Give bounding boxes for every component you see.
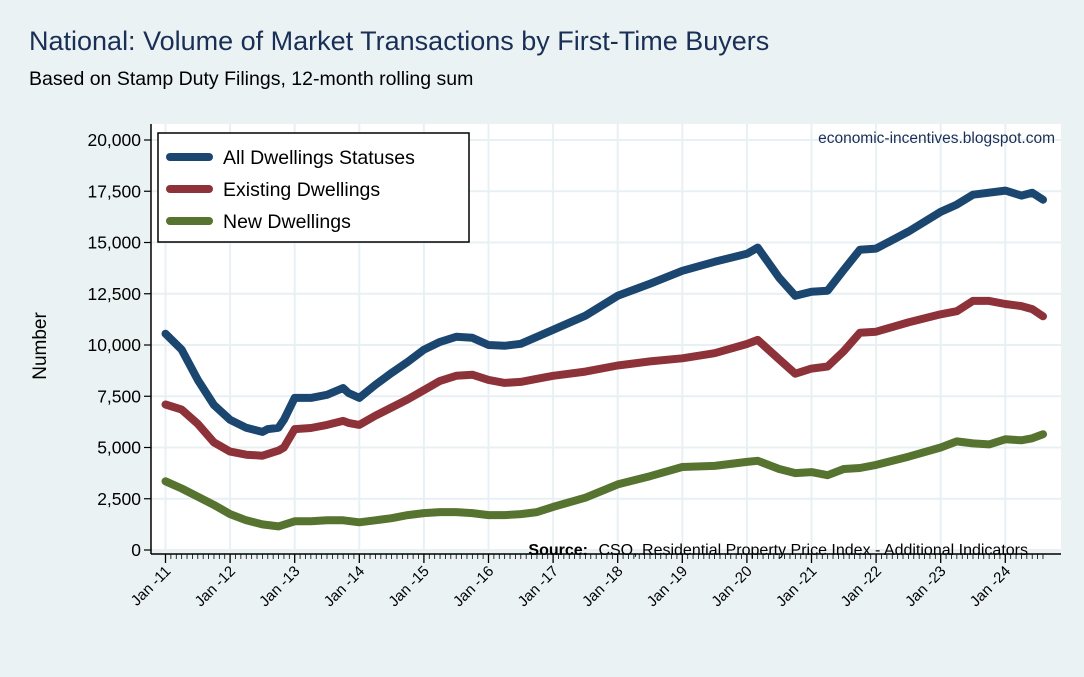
x-tick-label: Jan -20 [708,563,755,610]
chart-subtitle: Based on Stamp Duty Filings, 12-month ro… [29,68,474,90]
source-label: Source: [528,542,588,559]
x-tick-label: Jan -24 [967,563,1014,610]
y-tick-label: 2,500 [97,489,141,509]
chart-title: National: Volume of Market Transactions … [29,26,770,56]
legend-label-new: New Dwellings [223,211,351,233]
x-axis-ticks: Jan -11 Jan -12 Jan -13 Jan -14 Jan -15 Jan -… [128,554,1044,610]
y-axis-label: Number [30,312,51,380]
y-tick-label: 20,000 [87,130,141,150]
y-tick-label: 7,500 [97,386,141,406]
axes [150,124,1061,555]
series-line-existing-dwellings [161,296,1047,460]
x-tick-label: Jan -12 [192,563,239,610]
y-tick-label: 0 [131,540,141,560]
x-tick-label: Jan -15 [385,563,432,610]
y-tick-label: 5,000 [97,438,141,458]
series-line-all-dwellings [161,186,1047,436]
x-tick-label: Jan -17 [515,563,562,610]
legend-label-all: All Dwellings Statuses [223,147,415,169]
x-tick-label: Jan -23 [902,563,949,610]
x-tick-label: Jan -18 [579,563,626,610]
x-tick-label: Jan -19 [644,563,691,610]
y-tick-label: 12,500 [87,284,141,304]
x-tick-label: Jan -21 [773,563,820,610]
series-lines [161,186,1047,531]
x-tick-label: Jan -22 [838,563,885,610]
source-note: Source: CSO, Residential Property Price … [528,542,1028,559]
y-axis-ticks: 0 2,500 5,000 7,500 10,000 12,500 15,000 17,500… [87,130,151,560]
legend: All Dwellings Statuses Existing Dwelling… [157,132,470,243]
x-tick-label: Jan -11 [128,563,175,610]
x-tick-label: Jan -16 [450,563,497,610]
y-tick-label: 17,500 [87,181,141,201]
watermark: economic-incentives.blogspot.com [818,130,1055,147]
x-tick-label: Jan -13 [256,563,303,610]
legend-label-existing: Existing Dwellings [223,179,380,201]
y-tick-label: 10,000 [87,335,141,355]
y-tick-label: 15,000 [87,233,141,253]
series-line-new-dwellings [161,430,1047,531]
x-tick-label: Jan -14 [321,563,368,610]
source-text: CSO, Residential Property Price Index - … [598,542,1028,559]
